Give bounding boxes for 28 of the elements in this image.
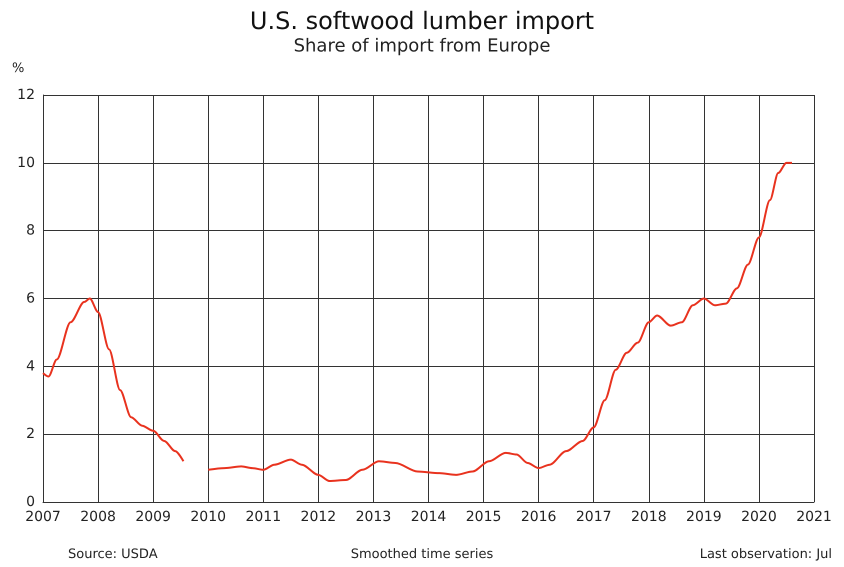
text: Smoothed time series: [350, 547, 494, 562]
text: Last observation: Jul: [700, 547, 832, 562]
x-tick-label: 2007: [25, 509, 61, 525]
y-tick-label: 4: [26, 358, 36, 374]
x-tick-label: 2017: [576, 509, 612, 525]
y-tick-label: 12: [17, 87, 35, 103]
chart-title: U.S. softwood lumber import: [250, 7, 594, 35]
x-tick-label: 2009: [135, 509, 171, 525]
x-tick-label: 2020: [741, 509, 777, 525]
x-tick-label: 2014: [410, 509, 446, 525]
y-tick-label: 2: [26, 426, 35, 442]
y-tick-label: 8: [26, 222, 35, 239]
x-tick-label: 2008: [80, 509, 116, 525]
y-tick-label: 0: [26, 494, 35, 510]
x-tick-label: 2018: [630, 509, 667, 525]
x-tick-label: 2019: [686, 509, 722, 525]
y-axis-title: %: [12, 61, 24, 76]
x-tick-label: 2012: [300, 509, 336, 525]
x-tick-label: 2015: [466, 509, 502, 525]
x-tick-label: 2011: [245, 509, 282, 525]
chart-subtitle: Share of import from Europe: [294, 36, 550, 56]
x-tick-label: 2013: [356, 509, 392, 525]
y-tick-label: 10: [17, 154, 35, 171]
x-tick-label: 2016: [520, 509, 557, 525]
source-note: Source: USDA: [68, 547, 158, 562]
x-tick-label: 2010: [190, 509, 226, 525]
y-tick-label: 6: [26, 290, 36, 306]
x-tick-label: 2021: [796, 509, 832, 525]
